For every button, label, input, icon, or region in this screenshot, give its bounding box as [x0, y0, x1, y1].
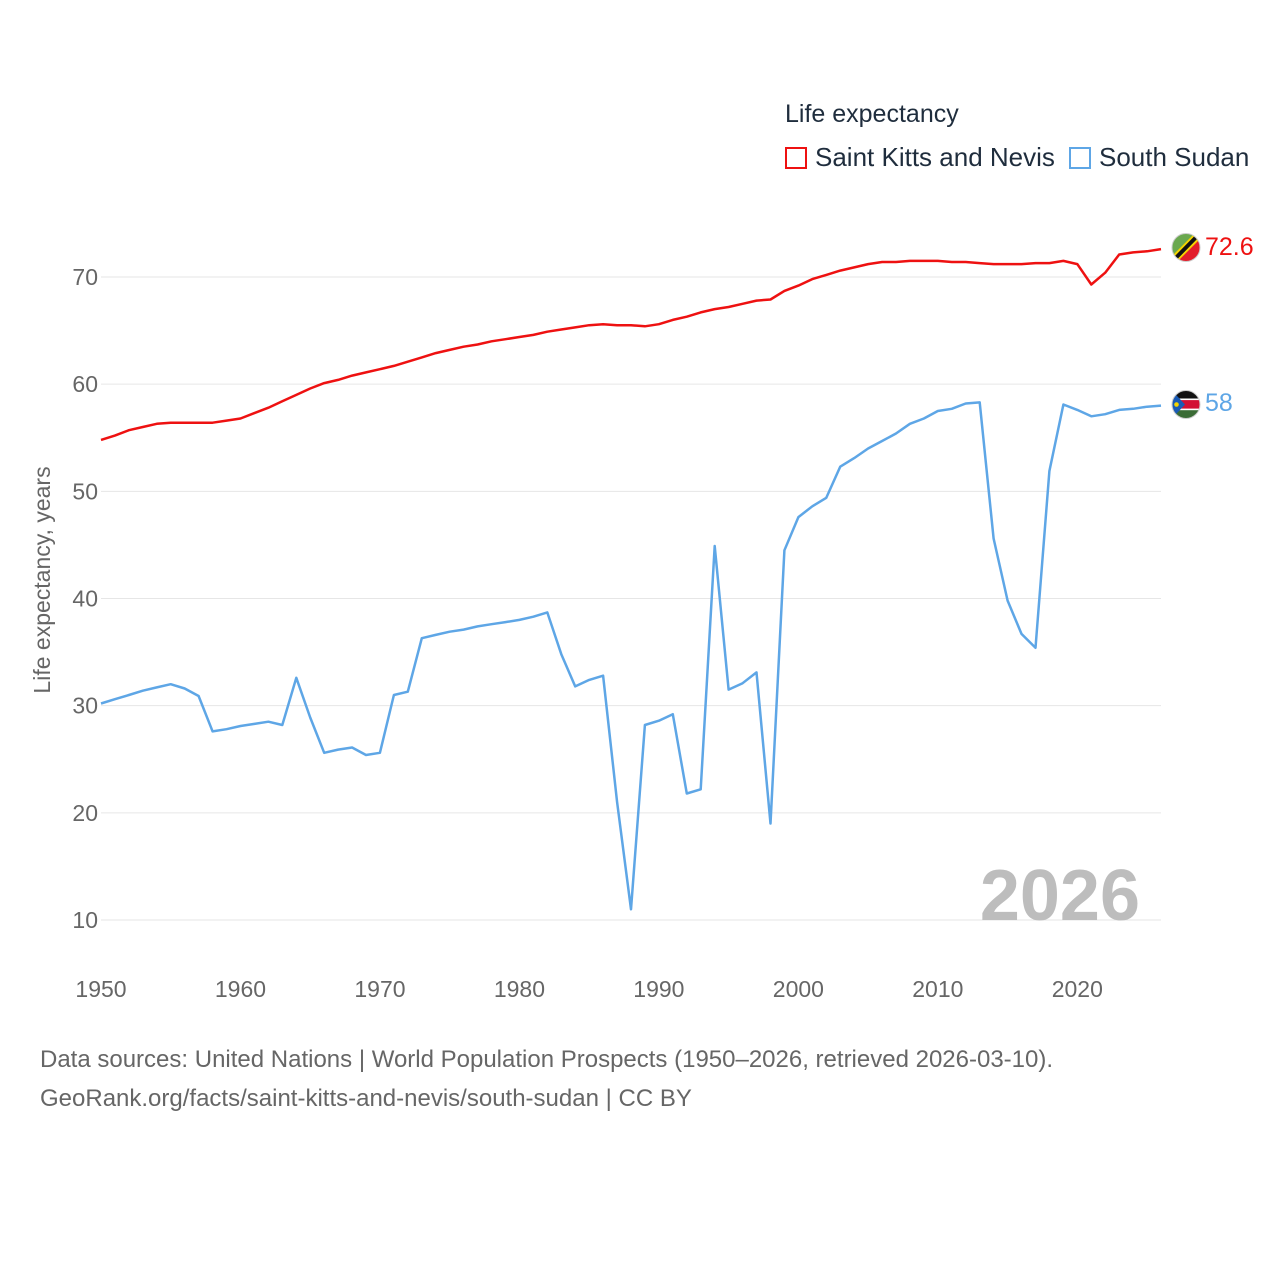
x-tick-label: 1980	[494, 976, 545, 1002]
legend-swatch-blue	[1069, 146, 1091, 169]
y-tick-label: 20	[72, 800, 98, 826]
end-value-label-saint-kitts: 72.6	[1205, 233, 1254, 261]
y-tick-label: 40	[72, 586, 98, 612]
series-lines	[100, 247, 1162, 911]
legend-item-saint-kitts-and-nevis[interactable]: Saint Kitts and Nevis	[785, 142, 1055, 173]
source-line: Data sources: United Nations | World Pop…	[40, 1046, 1054, 1073]
legend-swatch-red	[785, 146, 807, 169]
current-year-label: 2026	[980, 856, 1140, 936]
x-tick-label: 1990	[633, 976, 684, 1002]
x-axis: 1950 1960 1970 1980 1990 2000 2010 2020	[75, 976, 1102, 1002]
y-tick-label: 60	[72, 371, 98, 397]
x-tick-label: 1970	[354, 976, 405, 1002]
legend-title: Life expectancy	[785, 100, 959, 128]
flag-border	[1171, 390, 1201, 419]
x-tick-label: 2010	[912, 976, 963, 1002]
y-axis: 10 20 30 40 50 60 70	[72, 264, 98, 933]
source-url-line[interactable]: GeoRank.org/facts/saint-kitts-and-nevis/…	[40, 1085, 692, 1112]
legend-label: Saint Kitts and Nevis	[815, 142, 1055, 172]
legend-label: South Sudan	[1099, 142, 1250, 172]
x-tick-label: 1950	[75, 976, 126, 1002]
end-value-label-south-sudan: 58	[1205, 389, 1233, 417]
series-line-saint-kitts-and-nevis[interactable]	[100, 247, 1162, 442]
flag-border	[1171, 233, 1201, 262]
gridlines	[101, 276, 1161, 921]
legend-item-south-sudan[interactable]: South Sudan	[1069, 142, 1249, 173]
y-tick-label: 30	[72, 693, 98, 719]
saint-kitts-and-nevis-flag	[1172, 233, 1200, 262]
x-tick-label: 1960	[215, 976, 266, 1002]
y-tick-label: 50	[72, 478, 98, 504]
series-line-south-sudan[interactable]	[100, 401, 1162, 911]
x-tick-label: 2000	[773, 976, 824, 1002]
y-axis-label: Life expectancy, years	[29, 466, 55, 693]
x-tick-label: 2020	[1052, 976, 1103, 1002]
y-tick-label: 70	[72, 264, 98, 290]
y-tick-label: 10	[72, 907, 98, 933]
south-sudan-flag	[1172, 390, 1200, 419]
